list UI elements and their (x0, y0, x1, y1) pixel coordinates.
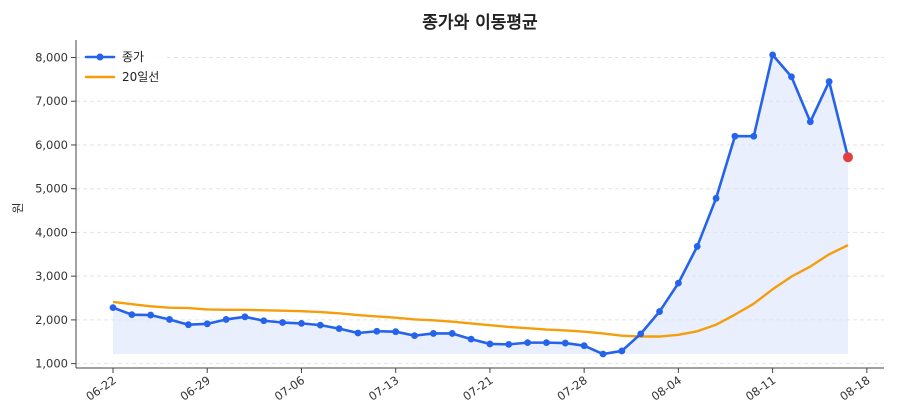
close-point (618, 347, 626, 355)
close-point (788, 73, 795, 81)
close-point (203, 320, 211, 328)
close-line (112, 53, 850, 356)
close-last-point (843, 152, 853, 163)
close-point (335, 325, 343, 333)
close-point (241, 313, 249, 321)
x-tick-label: 08-18 (837, 373, 872, 404)
close-point (354, 329, 362, 337)
close-point (599, 350, 607, 358)
close-point (448, 330, 456, 337)
close-point (656, 308, 663, 315)
close-area (113, 54, 848, 355)
close-point (543, 339, 550, 347)
y-tick-label: 5,000 (35, 182, 68, 196)
close-point (769, 51, 777, 59)
y-tick-label: 4,000 (35, 225, 68, 239)
close-point (316, 321, 324, 329)
close-point (561, 339, 569, 347)
close-point (693, 243, 701, 250)
chart-title: 종가와 이동평균 (422, 13, 538, 33)
x-tick-label: 07-28 (554, 373, 589, 404)
close-point (166, 316, 173, 323)
close-point (147, 311, 155, 319)
close-point (184, 321, 192, 329)
x-tick-label: 08-11 (743, 373, 778, 404)
ma20-line (112, 244, 849, 338)
y-axis-label: 원 (11, 202, 25, 213)
x-tick-label: 06-22 (83, 373, 118, 404)
y-tick-label: 6,000 (35, 138, 68, 152)
close-point (260, 317, 268, 325)
close-point (580, 342, 588, 350)
close-point (279, 319, 287, 326)
close-point (731, 132, 739, 140)
close-point (298, 319, 305, 327)
y-tick-label: 1,000 (35, 357, 68, 371)
close-point (486, 340, 494, 348)
close-point (392, 328, 400, 336)
close-point (712, 194, 720, 202)
close-point (429, 330, 437, 337)
close-point (806, 118, 814, 126)
y-tick-label: 7,000 (35, 94, 68, 108)
close-point (128, 311, 136, 319)
close-point (222, 316, 230, 323)
close-point (109, 304, 117, 312)
series-lines (112, 53, 850, 356)
close-point (674, 279, 682, 287)
close-point (467, 335, 475, 343)
x-tick-label: 07-13 (366, 373, 401, 404)
legend-box (80, 44, 166, 92)
legend-close-marker (96, 53, 104, 61)
close-point (750, 132, 758, 140)
close-area-fill (113, 54, 848, 355)
data-points (109, 51, 853, 358)
y-tick-label: 8,000 (35, 50, 68, 64)
close-point (524, 339, 532, 347)
legend: 종가 20일선 (80, 44, 166, 92)
x-tick-label: 06-29 (178, 373, 213, 404)
y-tick-label: 3,000 (35, 269, 68, 283)
legend-label-close: 종가 (122, 50, 144, 64)
close-point (411, 332, 418, 340)
legend-label-ma20: 20일선 (122, 70, 159, 84)
y-tick-label: 2,000 (35, 313, 68, 327)
close-point (637, 330, 645, 338)
x-tick-label: 07-21 (460, 373, 495, 404)
close-point (505, 340, 513, 348)
x-tick-label: 08-04 (649, 373, 684, 404)
x-tick-label: 07-06 (272, 373, 307, 404)
close-point (825, 78, 833, 85)
close-point (373, 327, 381, 335)
